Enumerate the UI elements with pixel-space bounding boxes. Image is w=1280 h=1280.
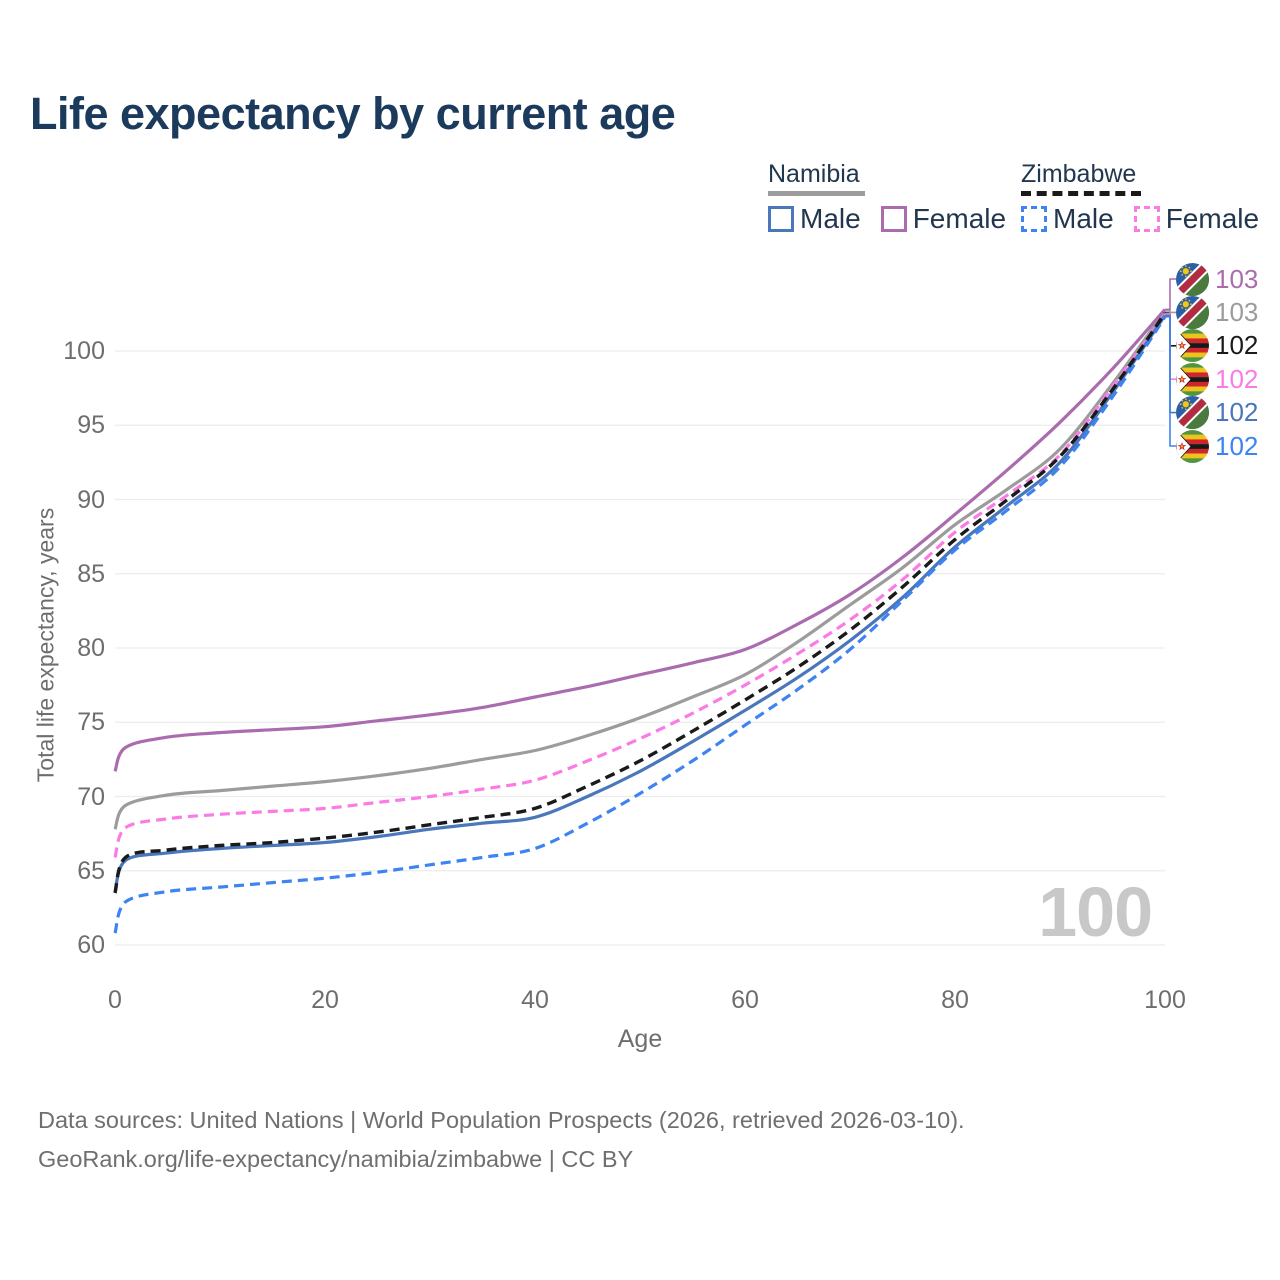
- y-axis-title: Total life expectancy, years: [32, 507, 59, 783]
- page-title: Life expectancy by current age: [30, 88, 676, 139]
- x-tick-label-40: 40: [521, 986, 549, 1014]
- zimbabwe-flag-icon: [1176, 363, 1209, 396]
- y-tick-label-85: 85: [77, 559, 105, 588]
- end-value: 102: [1215, 363, 1259, 394]
- zimbabwe-flag-icon: [1176, 430, 1209, 463]
- zimbabwe-flag-icon: [1176, 329, 1209, 362]
- namibia-flag-icon: [1176, 396, 1209, 429]
- y-tick-label-75: 75: [77, 708, 105, 737]
- end-value: 102: [1215, 430, 1259, 461]
- data-sources-note: Data sources: United Nations | World Pop…: [38, 1107, 965, 1133]
- end-value: 103: [1215, 296, 1259, 327]
- namibia-flag-icon: [1176, 296, 1209, 329]
- end-value: 103: [1215, 263, 1259, 294]
- end-label-namibia[interactable]: 103: [1176, 296, 1258, 329]
- series-line-namibia-female[interactable]: [113, 308, 1167, 772]
- y-tick-label-100: 100: [63, 337, 105, 365]
- namibia-solid-line-sample: [768, 191, 865, 196]
- x-tick-label-60: 60: [731, 986, 759, 1014]
- legend-item-zimbabwe-male[interactable]: Male: [1021, 205, 1114, 233]
- legend-item-zimbabwe-female[interactable]: Female: [1133, 203, 1260, 234]
- leader-line-zimbabwe-male: [1165, 316, 1176, 447]
- leader-line-namibia-female: [1165, 278, 1176, 311]
- legend-label-namibia-male: Male: [800, 203, 861, 234]
- legend-label-namibia-female: Female: [912, 203, 1007, 234]
- legend-group-namibia: Namibia Male Female: [768, 161, 1026, 233]
- x-axis-title: Age: [617, 1025, 663, 1053]
- end-label-namibia-female[interactable]: 103: [1176, 263, 1258, 296]
- series-line-zimbabwe[interactable]: [113, 312, 1167, 894]
- attribution-link[interactable]: GeoRank.org/life-expectancy/namibia/zimb…: [38, 1146, 634, 1172]
- legend-country-zimbabwe[interactable]: Zimbabwe: [1021, 160, 1137, 188]
- series-line-zimbabwe-female[interactable]: [113, 312, 1167, 858]
- y-tick-label-80: 80: [77, 634, 105, 662]
- legend-label-zimbabwe-male: Male: [1053, 203, 1114, 234]
- legend-group-zimbabwe: Zimbabwe Male Female: [1021, 161, 1279, 233]
- namibia-female-swatch: [880, 206, 907, 232]
- age-counter-watermark: 100: [1038, 873, 1153, 951]
- namibia-male-swatch: [768, 206, 794, 232]
- zimbabwe-female-swatch: [1133, 206, 1160, 232]
- x-tick-label-20: 20: [311, 986, 339, 1014]
- legend-item-namibia-male[interactable]: Male: [768, 205, 861, 233]
- legend-item-namibia-female[interactable]: Female: [880, 203, 1007, 234]
- zimbabwe-dashed-line-sample: [1021, 191, 1141, 196]
- end-label-zimbabwe[interactable]: 102: [1176, 329, 1258, 362]
- series-line-zimbabwe-male[interactable]: [113, 315, 1167, 934]
- y-tick-label-90: 90: [77, 485, 105, 514]
- zimbabwe-male-swatch: [1021, 206, 1047, 232]
- x-tick-label-100: 100: [1144, 986, 1186, 1014]
- series-line-namibia-male[interactable]: [113, 314, 1167, 893]
- series-line-namibia[interactable]: [113, 309, 1167, 830]
- end-label-namibia-male[interactable]: 102: [1176, 396, 1258, 429]
- y-tick-label-60: 60: [77, 931, 105, 959]
- y-tick-label-95: 95: [77, 411, 105, 440]
- end-label-zimbabwe-male[interactable]: 102: [1176, 430, 1258, 463]
- end-value: 102: [1215, 330, 1259, 361]
- x-tick-label-80: 80: [941, 986, 969, 1014]
- end-label-zimbabwe-female[interactable]: 102: [1176, 363, 1258, 396]
- y-tick-label-65: 65: [77, 856, 105, 885]
- legend-label-zimbabwe-female: Female: [1165, 203, 1260, 234]
- namibia-flag-icon: [1176, 263, 1209, 296]
- end-value: 102: [1215, 397, 1259, 428]
- x-tick-label-0: 0: [108, 986, 122, 1014]
- leader-line-namibia: [1165, 310, 1176, 314]
- y-tick-label-70: 70: [77, 782, 105, 811]
- legend-country-namibia[interactable]: Namibia: [768, 160, 860, 188]
